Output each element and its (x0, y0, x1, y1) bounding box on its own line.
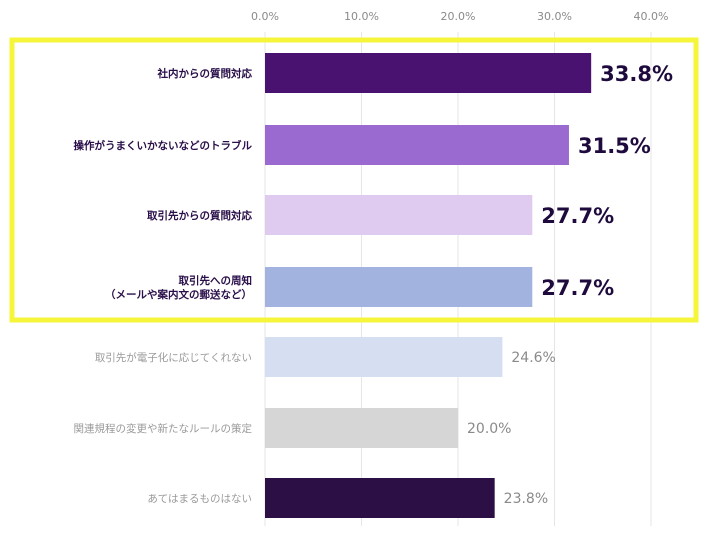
x-tick-label: 40.0% (634, 10, 669, 23)
category-label: 関連規程の変更や新たなルールの策定 (74, 422, 253, 435)
highlight-box (9, 37, 699, 323)
data-label: 24.6% (511, 350, 555, 366)
data-label: 31.5% (578, 134, 651, 158)
category-label: あてはまるものはない (147, 493, 252, 505)
data-label: 20.0% (467, 421, 511, 437)
bar (265, 53, 592, 93)
x-tick-label: 20.0% (441, 10, 476, 23)
bar (265, 267, 533, 307)
data-label: 23.8% (504, 491, 548, 507)
data-label: 27.7% (541, 204, 614, 228)
x-tick-label: 0.0% (251, 10, 279, 23)
category-label: （メールや案内文の郵送など） (105, 288, 252, 301)
x-tick-label: 30.0% (537, 10, 572, 23)
category-label: 取引先からの質問対応 (147, 209, 252, 222)
x-tick-label: 10.0% (344, 10, 379, 23)
category-label: 操作がうまくいかないなどのトラブル (74, 139, 253, 152)
data-label: 33.8% (600, 62, 673, 86)
category-label: 取引先への周知 (179, 274, 253, 287)
bar (265, 337, 503, 377)
bar (265, 478, 495, 518)
category-label: 社内からの質問対応 (157, 67, 253, 80)
bar (265, 125, 569, 165)
bar (265, 195, 533, 235)
category-label: 取引先が電子化に応じてくれない (95, 351, 252, 364)
bar (265, 408, 458, 448)
data-label: 27.7% (541, 276, 614, 300)
